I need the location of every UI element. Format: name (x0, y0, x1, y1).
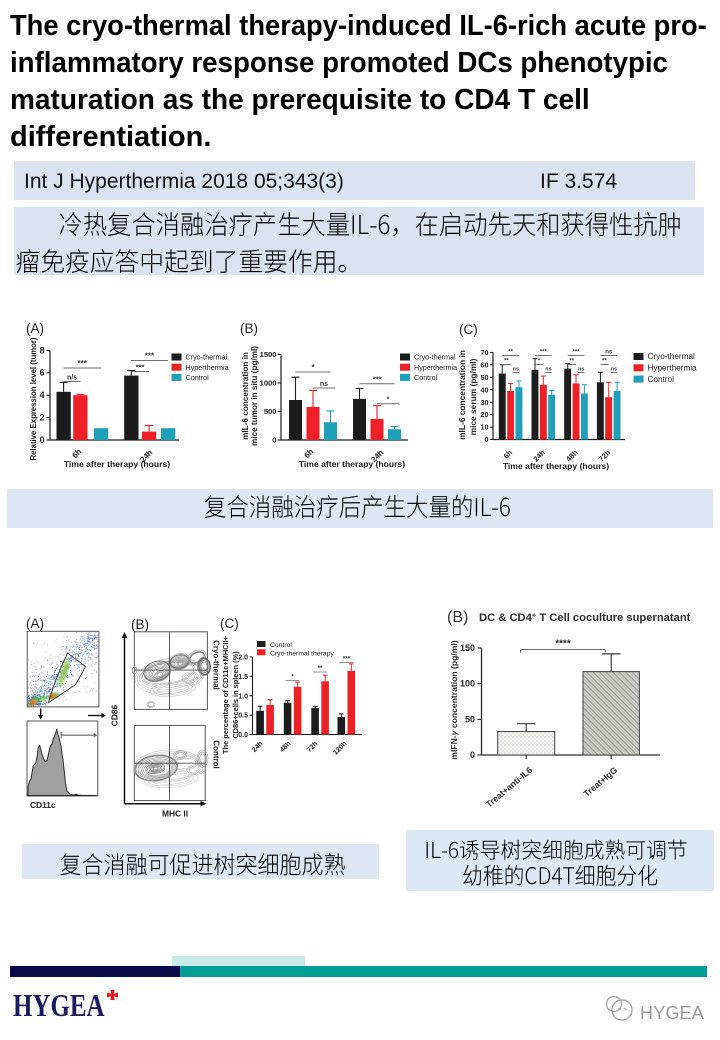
svg-text:**: ** (569, 358, 574, 364)
svg-text:CD11c: CD11c (30, 800, 56, 810)
svg-text:The percentage of CD11c+MHCII+: The percentage of CD11c+MHCII+ (221, 635, 230, 754)
svg-text:150: 150 (460, 643, 475, 653)
svg-text:1500: 1500 (260, 350, 277, 359)
svg-text:(A): (A) (26, 321, 44, 336)
svg-text:Time after therapy (hours): Time after therapy (hours) (299, 459, 405, 469)
svg-text:ns: ns (605, 349, 613, 355)
svg-text:0.0: 0.0 (238, 732, 248, 739)
svg-text:2: 2 (40, 413, 45, 423)
svg-text:Hyperthermia: Hyperthermia (648, 364, 698, 373)
svg-text:CD86+cells in spleen (%): CD86+cells in spleen (%) (231, 651, 240, 739)
svg-text:500: 500 (264, 407, 277, 416)
svg-text:Time after therapy (hours): Time after therapy (hours) (64, 459, 170, 469)
svg-text:Control: Control (648, 375, 675, 384)
svg-text:*: * (387, 395, 390, 404)
svg-text:ns: ns (545, 366, 551, 372)
svg-text:24h: 24h (251, 740, 264, 753)
svg-text:(C): (C) (459, 322, 478, 337)
svg-text:***: *** (136, 362, 145, 371)
svg-text:*: * (538, 358, 541, 364)
svg-text:(B): (B) (131, 617, 149, 632)
svg-text:Control: Control (270, 642, 292, 649)
svg-text:6: 6 (40, 368, 45, 378)
svg-text:60: 60 (481, 360, 489, 369)
svg-text:(B): (B) (447, 609, 468, 626)
svg-text:100: 100 (460, 679, 475, 689)
svg-text:**: ** (317, 665, 323, 672)
svg-text:**: ** (508, 349, 513, 355)
svg-text:***: *** (343, 656, 351, 663)
svg-text:CD86: CD86 (110, 704, 120, 726)
svg-text:Cryo-thermal: Cryo-thermal (186, 353, 228, 362)
svg-text:0: 0 (485, 435, 489, 444)
svg-text:n/s: n/s (67, 374, 77, 381)
svg-text:Treat+anti-IL6: Treat+anti-IL6 (484, 765, 535, 810)
svg-text:ns: ns (513, 366, 519, 372)
svg-text:MHC II: MHC II (162, 809, 188, 819)
svg-text:0: 0 (470, 750, 475, 760)
svg-text:***: *** (78, 359, 88, 368)
svg-text:Cryo-thermal: Cryo-thermal (648, 352, 695, 361)
svg-text:10: 10 (481, 423, 489, 432)
svg-text:1.5: 1.5 (238, 674, 248, 681)
svg-text:6h: 6h (502, 448, 515, 461)
svg-text:8: 8 (40, 345, 45, 355)
svg-text:1000: 1000 (260, 379, 277, 388)
svg-text:mice tumor in situ (pg/ml): mice tumor in situ (pg/ml) (250, 346, 259, 446)
svg-text:40: 40 (481, 385, 489, 394)
svg-text:****: **** (555, 639, 571, 650)
svg-text:(B): (B) (240, 321, 258, 336)
svg-text:0.5: 0.5 (238, 713, 248, 720)
svg-text:DC & CD4+ T Cell coculture sup: DC & CD4+ T Cell coculture supernatant (479, 611, 691, 625)
svg-text:*: * (311, 363, 315, 372)
svg-text:(C): (C) (220, 616, 239, 631)
svg-text:Treat+IgG: Treat+IgG (582, 765, 620, 799)
svg-text:ns: ns (320, 381, 328, 388)
svg-text:30: 30 (481, 398, 489, 407)
svg-text:4: 4 (40, 390, 45, 400)
svg-text:***: *** (572, 349, 580, 355)
svg-text:Cryo-thermal: Cryo-thermal (212, 640, 221, 690)
svg-text:72h: 72h (306, 740, 319, 753)
svg-text:48h: 48h (279, 740, 292, 753)
svg-text:***: *** (373, 375, 382, 384)
svg-text:Hyperthermia: Hyperthermia (414, 363, 457, 372)
svg-text:mIFN-γ concentration (pg/ml): mIFN-γ concentration (pg/ml) (449, 640, 459, 760)
svg-text:Time after therapy (hours): Time after therapy (hours) (503, 461, 609, 471)
svg-text:Control: Control (414, 373, 438, 382)
svg-text:**: ** (602, 358, 607, 364)
svg-text:Control: Control (186, 373, 210, 382)
svg-text:mIL-6 concentration in: mIL-6 concentration in (241, 352, 250, 440)
svg-text:Cryo-thermal: Cryo-thermal (414, 353, 456, 362)
svg-text:0: 0 (40, 435, 45, 445)
svg-text:ns: ns (611, 366, 617, 372)
svg-text:***: *** (540, 349, 548, 355)
svg-text:1.0: 1.0 (238, 693, 248, 700)
svg-text:(A): (A) (26, 616, 44, 631)
svg-text:**: ** (504, 358, 509, 364)
svg-text:Control: Control (212, 740, 221, 768)
svg-text:*: * (291, 674, 294, 681)
svg-text:ns: ns (578, 366, 584, 372)
svg-text:120h: 120h (332, 740, 348, 756)
svg-text:Hyperthermia: Hyperthermia (186, 363, 229, 372)
svg-text:70: 70 (481, 348, 489, 357)
svg-text:***: *** (145, 351, 155, 360)
svg-text:Relative Expression level (tum: Relative Expression level (tumor) (29, 337, 38, 460)
svg-text:mIL-6 concentration in: mIL-6 concentration in (457, 350, 467, 440)
svg-text:50: 50 (465, 714, 475, 724)
svg-text:50: 50 (481, 373, 489, 382)
svg-text:Cryo-thermal therapy: Cryo-thermal therapy (270, 650, 334, 657)
svg-text:0: 0 (272, 436, 276, 445)
svg-text:20: 20 (481, 410, 489, 419)
svg-text:2.0: 2.0 (238, 655, 248, 662)
svg-text:mice serum (pg/ml): mice serum (pg/ml) (468, 358, 478, 435)
